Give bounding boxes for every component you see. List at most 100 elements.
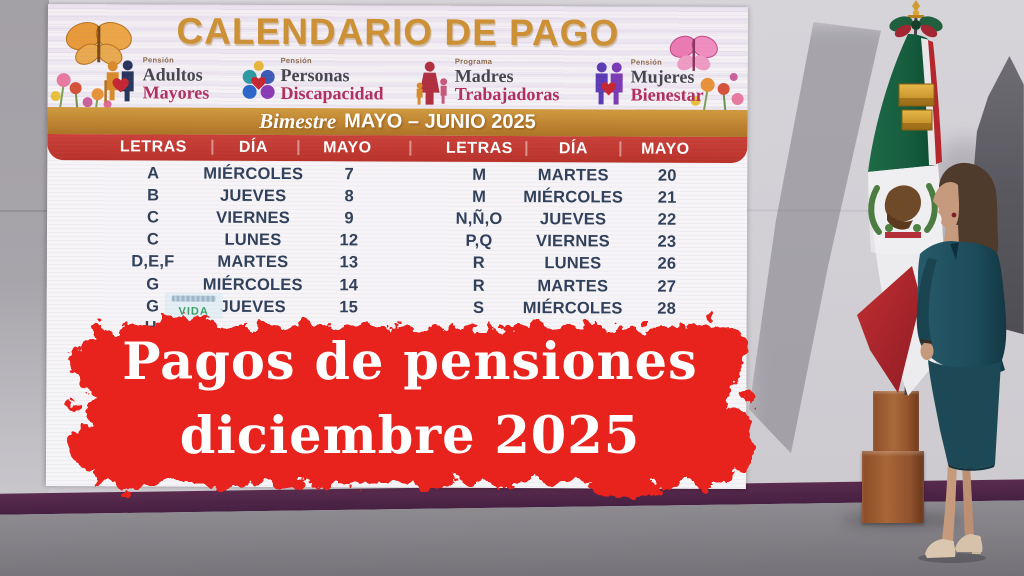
bimestre-range: MAYO – JUNIO 2025: [344, 110, 536, 134]
header-separator: [619, 141, 622, 157]
program-tag: Programa: [454, 56, 493, 66]
watermark-small-text: [171, 295, 216, 302]
cell-day: MARTES: [537, 276, 609, 295]
cell-date: 21: [657, 188, 677, 207]
header-mayo-left: MAYO: [323, 139, 372, 157]
eagle-emblem-icon: [868, 183, 938, 238]
presentation-screen: CALENDARIO DE PAGO Pensión Adultos Mayor…: [45, 4, 748, 490]
program-tag: Pensión: [280, 56, 312, 66]
cell-letters: B: [147, 186, 160, 205]
cell-date: 13: [339, 253, 359, 272]
header-letras-right: LETRAS: [445, 139, 513, 158]
program-label: Programa Madres Trabajadoras: [454, 56, 560, 104]
calendar-title: CALENDARIO DE PAGO: [176, 10, 620, 54]
program-list: Pensión Adultos Mayores Pensión Personas…: [104, 54, 704, 113]
flag-finial-icon: [908, 0, 924, 18]
cell-day: JUEVES: [539, 210, 607, 229]
cell-day: LUNES: [544, 254, 602, 273]
flag-tassel-bands: [898, 83, 935, 131]
wooden-flag-pedestal-base: [862, 451, 924, 523]
program-name-line1: Adultos: [142, 63, 203, 85]
cell-date: 7: [344, 164, 354, 183]
banner-line1: Pagos de pensiones: [122, 332, 698, 392]
butterfly-orange-icon: [65, 21, 132, 65]
butterfly-pink-icon: [669, 35, 718, 71]
program-name-line2: Trabajadoras: [454, 83, 560, 104]
program-label: Pensión Adultos Mayores: [142, 54, 210, 103]
program-name-line1: Personas: [280, 64, 350, 85]
left-wall-strip: [0, 0, 49, 506]
cell-day: JUEVES: [219, 186, 287, 205]
cell-date: 12: [339, 231, 359, 250]
program-adultos-mayores: Pensión Adultos Mayores: [104, 54, 210, 110]
cell-letters: N,Ñ,O: [455, 209, 503, 228]
left-wall-strip-seam: [0, 210, 49, 212]
disability-circles-icon: [242, 60, 275, 99]
cell-letters: P,Q: [465, 231, 493, 251]
cell-date: 20: [657, 166, 677, 185]
cell-letters: D,E,F: [131, 252, 175, 271]
flower-cluster-icon: [50, 73, 112, 113]
cell-date: 9: [344, 209, 354, 228]
bimestre-prefix: Bimestre: [259, 108, 337, 134]
standing-woman: [916, 162, 1007, 563]
table-header-band: LETRAS DÍA MAYO LETRAS DÍA MAYO: [47, 133, 748, 164]
cell-day: VIERNES: [216, 208, 291, 228]
cell-letters: C: [146, 208, 160, 227]
person-legs: [942, 460, 974, 541]
person-jacket: [917, 241, 1007, 376]
jacket-neckline: [950, 242, 959, 260]
payment-table-left: A MIÉRCOLES 7 B JUEVES 8 C VIERNES 9 C LUNES 12 …: [105, 162, 394, 319]
bracelet: [919, 339, 933, 344]
cell-day: MIÉRCOLES: [523, 187, 624, 207]
cell-date: 8: [344, 187, 354, 206]
elderly-couple-icon: [104, 60, 134, 103]
cell-day: MARTES: [537, 165, 609, 185]
cell-letters: C: [146, 230, 160, 249]
program-madres-trabajadoras: Programa Madres Trabajadoras: [416, 56, 560, 113]
program-tag: Pensión: [630, 57, 663, 67]
cell-letters: A: [147, 164, 160, 183]
header-letras-left: LETRAS: [119, 138, 187, 156]
banner-line2: diciembre 2025: [179, 406, 641, 466]
cell-date: 14: [339, 275, 359, 294]
program-name-line1: Mujeres: [630, 66, 695, 87]
cell-letters: R: [472, 254, 485, 273]
flag-red-tip: [857, 266, 921, 393]
program-name-line1: Madres: [454, 65, 514, 86]
header-separator: [525, 141, 528, 157]
flag-bow-icon: [889, 16, 943, 38]
banner-background: [68, 313, 754, 497]
payment-table-right: M MARTES 20 M MIÉRCOLES 21 N,Ñ,O JUEVES 22 P,Q…: [431, 164, 716, 321]
flag-ribbon-red: [928, 40, 942, 164]
program-tag: Pensión: [142, 55, 175, 65]
cell-letters: M: [472, 187, 487, 206]
header-dia-right: DÍA: [558, 140, 588, 158]
skirt-hem: [948, 464, 995, 471]
header-dia-left: DÍA: [238, 138, 268, 156]
wooden-flag-pedestal: [873, 391, 919, 453]
flower-cluster-icon: [690, 72, 744, 114]
program-mujeres-bienestar: Pensión Mujeres Bienestar: [592, 56, 704, 112]
program-label: Pensión Mujeres Bienestar: [630, 57, 704, 105]
program-label: Pensión Personas Discapacidad: [280, 55, 383, 103]
program-name-line2: Mayores: [142, 81, 210, 103]
header-separator: [409, 140, 412, 156]
person-neck: [944, 224, 959, 245]
earring: [951, 212, 957, 218]
program-name-line2: Bienestar: [630, 84, 704, 105]
cell-day: MIÉRCOLES: [203, 164, 304, 183]
program-personas-discapacidad: Pensión Personas Discapacidad: [241, 55, 384, 112]
header-mayo-right: MAYO: [641, 140, 690, 158]
bimestre-band: Bimestre MAYO – JUNIO 2025: [47, 106, 748, 138]
header-separator: [211, 139, 214, 155]
cell-date: 23: [657, 232, 677, 251]
person-shoes: [925, 534, 983, 558]
mother-children-icon: [416, 61, 448, 105]
cell-day: MARTES: [217, 253, 289, 272]
person-hand: [920, 342, 934, 360]
person-skirt: [928, 360, 1001, 469]
cell-day: LUNES: [224, 230, 282, 250]
two-women-icon: [595, 62, 623, 105]
